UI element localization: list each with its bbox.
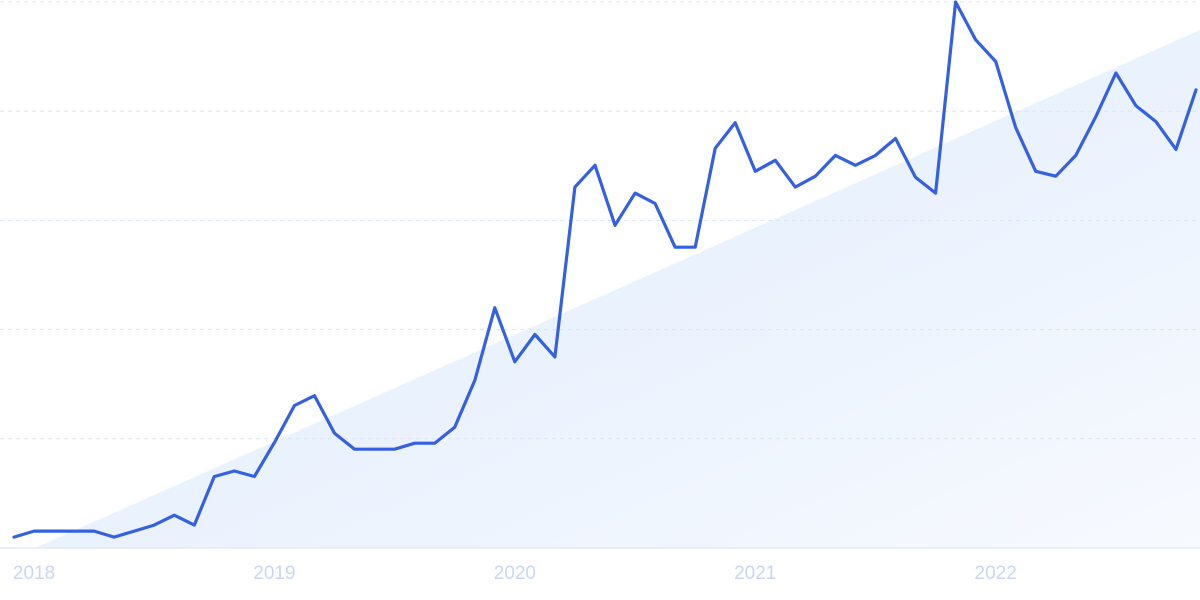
x-tick-label: 2018 bbox=[13, 563, 55, 584]
x-tick-label: 2021 bbox=[734, 563, 776, 584]
trend-line bbox=[12, 0, 1198, 539]
x-tick-label: 2020 bbox=[494, 563, 536, 584]
x-tick-label: 2022 bbox=[975, 563, 1017, 584]
trend-area bbox=[35, 30, 1200, 548]
x-tick-label: 2019 bbox=[253, 563, 295, 584]
